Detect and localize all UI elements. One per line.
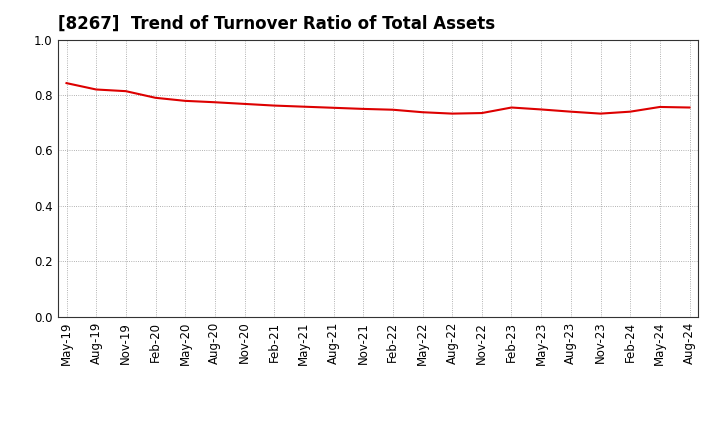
Text: [8267]  Trend of Turnover Ratio of Total Assets: [8267] Trend of Turnover Ratio of Total … xyxy=(58,15,495,33)
